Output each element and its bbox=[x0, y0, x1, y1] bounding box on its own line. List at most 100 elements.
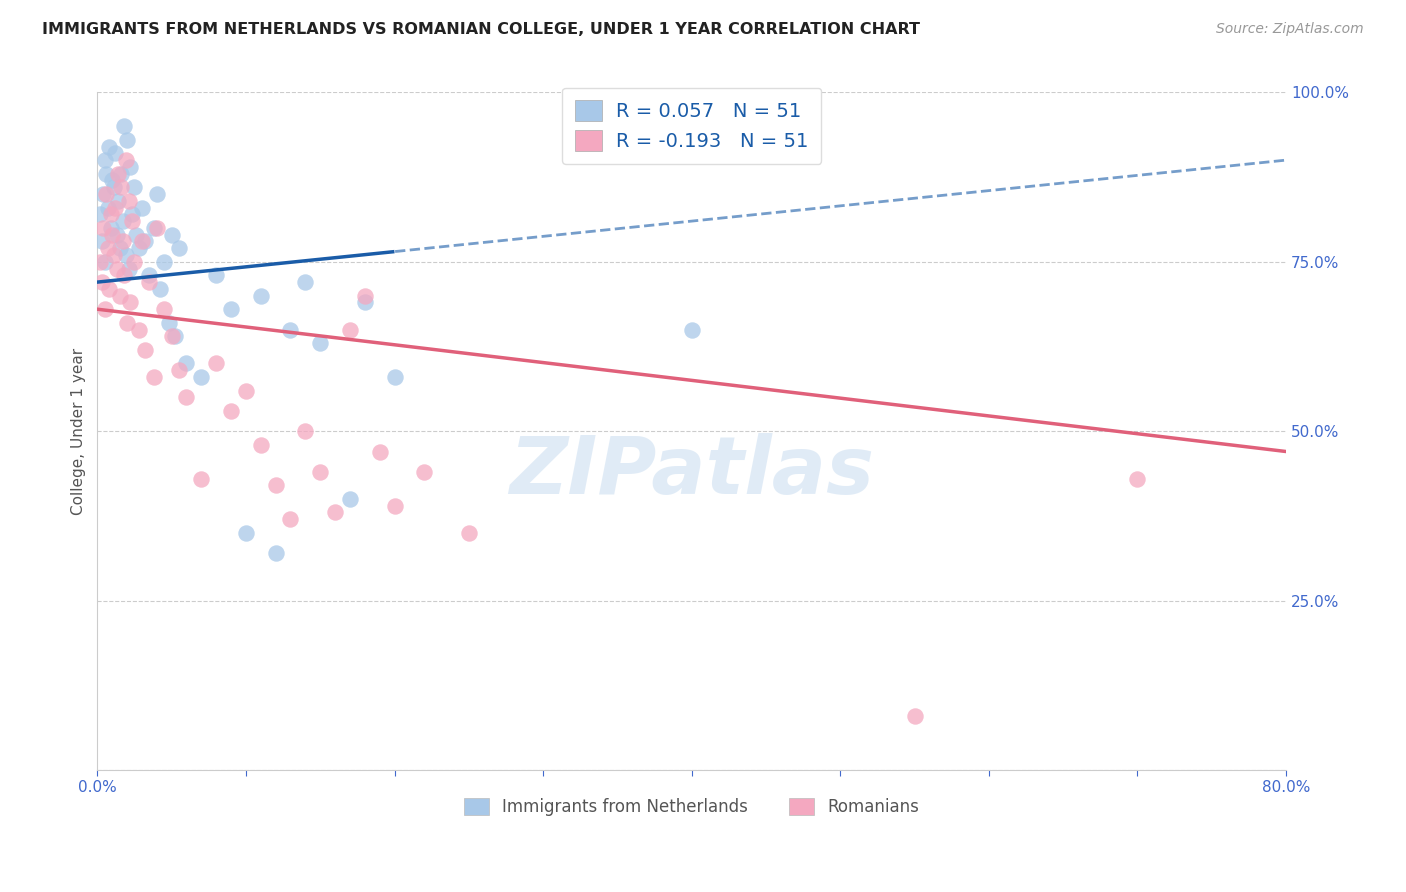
Point bbox=[142, 220, 165, 235]
Point bbox=[368, 444, 391, 458]
Point bbox=[100, 220, 122, 235]
Point bbox=[249, 438, 271, 452]
Point bbox=[309, 336, 332, 351]
Legend: Immigrants from Netherlands, Romanians: Immigrants from Netherlands, Romanians bbox=[457, 791, 927, 822]
Point bbox=[176, 390, 198, 404]
Point bbox=[249, 288, 271, 302]
Point bbox=[160, 227, 183, 242]
Point bbox=[111, 214, 134, 228]
Point bbox=[100, 207, 122, 221]
Point bbox=[309, 465, 332, 479]
Point bbox=[97, 201, 120, 215]
Point bbox=[90, 275, 112, 289]
Point bbox=[96, 186, 118, 201]
Point bbox=[167, 363, 190, 377]
Point bbox=[294, 275, 316, 289]
Point bbox=[323, 506, 346, 520]
Point bbox=[107, 167, 129, 181]
Point bbox=[110, 180, 132, 194]
Point bbox=[176, 356, 198, 370]
Y-axis label: College, Under 1 year: College, Under 1 year bbox=[72, 348, 86, 515]
Point bbox=[264, 478, 287, 492]
Point bbox=[205, 356, 228, 370]
Point bbox=[413, 465, 436, 479]
Point bbox=[149, 282, 172, 296]
Point bbox=[339, 322, 361, 336]
Point bbox=[219, 404, 242, 418]
Point bbox=[134, 235, 156, 249]
Point bbox=[353, 288, 375, 302]
Point bbox=[457, 525, 479, 540]
Point bbox=[384, 499, 406, 513]
Point bbox=[128, 322, 150, 336]
Point bbox=[105, 227, 128, 242]
Point bbox=[112, 120, 135, 134]
Point bbox=[94, 302, 117, 317]
Point bbox=[1126, 472, 1149, 486]
Point bbox=[146, 220, 169, 235]
Point bbox=[89, 254, 111, 268]
Point bbox=[134, 343, 156, 357]
Point bbox=[110, 167, 132, 181]
Point bbox=[114, 248, 136, 262]
Point bbox=[124, 254, 146, 268]
Point bbox=[131, 201, 153, 215]
Point bbox=[125, 227, 148, 242]
Point bbox=[103, 248, 125, 262]
Point bbox=[104, 146, 127, 161]
Point bbox=[190, 472, 212, 486]
Point bbox=[97, 241, 120, 255]
Point bbox=[235, 525, 257, 540]
Point bbox=[128, 241, 150, 255]
Point bbox=[117, 261, 139, 276]
Point bbox=[105, 261, 128, 276]
Point bbox=[280, 512, 302, 526]
Point bbox=[167, 241, 190, 255]
Point bbox=[138, 275, 160, 289]
Point bbox=[264, 546, 287, 560]
Point bbox=[142, 370, 165, 384]
Point bbox=[121, 207, 143, 221]
Point bbox=[124, 180, 146, 194]
Point bbox=[115, 316, 138, 330]
Point bbox=[118, 295, 141, 310]
Point bbox=[90, 235, 112, 249]
Point bbox=[163, 329, 186, 343]
Point bbox=[101, 227, 124, 242]
Point bbox=[294, 424, 316, 438]
Point bbox=[121, 214, 143, 228]
Text: IMMIGRANTS FROM NETHERLANDS VS ROMANIAN COLLEGE, UNDER 1 YEAR CORRELATION CHART: IMMIGRANTS FROM NETHERLANDS VS ROMANIAN … bbox=[42, 22, 920, 37]
Point bbox=[89, 207, 111, 221]
Point bbox=[681, 322, 703, 336]
Point bbox=[114, 153, 136, 168]
Point bbox=[111, 235, 134, 249]
Point bbox=[235, 384, 257, 398]
Text: Source: ZipAtlas.com: Source: ZipAtlas.com bbox=[1216, 22, 1364, 37]
Point bbox=[138, 268, 160, 283]
Point bbox=[131, 235, 153, 249]
Point bbox=[103, 180, 125, 194]
Point bbox=[108, 288, 131, 302]
Point bbox=[160, 329, 183, 343]
Point bbox=[153, 254, 176, 268]
Point bbox=[98, 282, 121, 296]
Point bbox=[107, 194, 129, 208]
Point bbox=[91, 186, 114, 201]
Point bbox=[96, 167, 118, 181]
Text: ZIPatlas: ZIPatlas bbox=[509, 433, 875, 511]
Point bbox=[353, 295, 375, 310]
Point bbox=[91, 220, 114, 235]
Point bbox=[157, 316, 180, 330]
Point bbox=[205, 268, 228, 283]
Point bbox=[280, 322, 302, 336]
Point bbox=[98, 139, 121, 153]
Point bbox=[384, 370, 406, 384]
Point bbox=[115, 133, 138, 147]
Point bbox=[94, 254, 117, 268]
Point bbox=[118, 160, 141, 174]
Point bbox=[104, 201, 127, 215]
Point bbox=[190, 370, 212, 384]
Point bbox=[339, 491, 361, 506]
Point bbox=[153, 302, 176, 317]
Point bbox=[108, 241, 131, 255]
